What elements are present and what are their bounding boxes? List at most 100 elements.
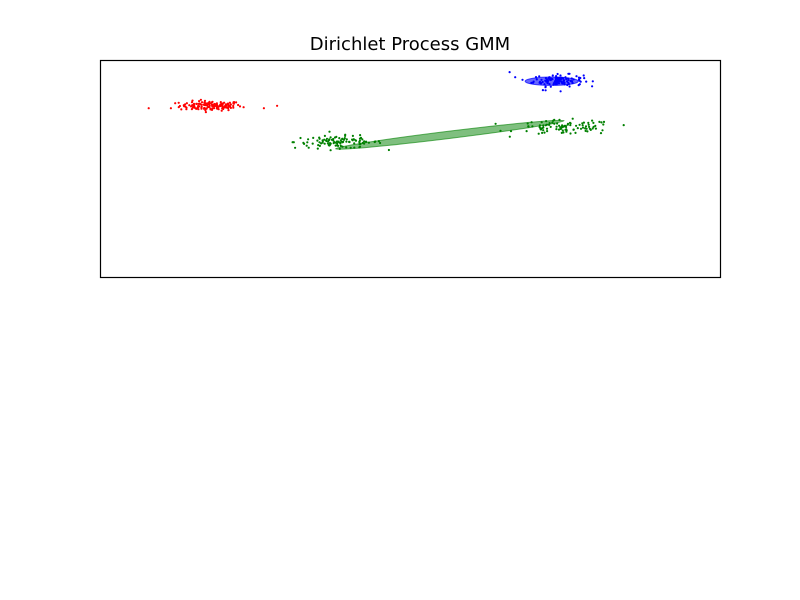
data-point-series-0 [185, 102, 188, 105]
data-point-series-2 [338, 137, 341, 140]
data-point-series-2 [601, 129, 604, 132]
data-point-series-2 [542, 124, 545, 127]
data-point-series-1 [549, 85, 552, 88]
data-point-series-2 [336, 144, 339, 147]
data-point-series-1 [548, 76, 551, 79]
data-point-series-1 [538, 80, 542, 83]
data-point-series-0 [191, 99, 194, 102]
data-point-series-1 [585, 80, 588, 83]
data-point-series-0 [200, 101, 204, 104]
data-point-series-0 [214, 103, 217, 106]
data-point-series-0 [204, 111, 207, 114]
data-point-series-0 [232, 104, 235, 108]
data-point-series-2 [531, 125, 534, 128]
data-point-series-2 [602, 120, 606, 123]
data-point-series-0 [227, 104, 231, 107]
data-point-series-2 [494, 122, 497, 125]
data-point-series-0 [197, 102, 200, 105]
data-point-series-2 [318, 144, 321, 147]
data-point-series-2 [337, 140, 340, 143]
data-point-series-1 [568, 72, 571, 75]
data-point-series-2 [312, 136, 315, 139]
data-point-series-0 [206, 102, 209, 105]
data-point-series-2 [327, 140, 330, 143]
data-point-series-2 [537, 132, 540, 135]
data-point-series-2 [574, 131, 577, 134]
data-point-series-2 [379, 141, 382, 145]
data-point-series-1 [559, 74, 562, 77]
data-point-series-0 [208, 100, 211, 103]
data-point-series-2 [594, 127, 598, 130]
data-point-series-0 [227, 109, 230, 112]
data-point-series-2 [542, 129, 545, 132]
data-point-series-1 [530, 81, 533, 84]
data-point-series-0 [182, 104, 185, 107]
data-point-series-1 [565, 77, 568, 81]
chart-title: Dirichlet Process GMM [309, 34, 511, 55]
data-point-series-1 [579, 76, 582, 80]
data-point-series-0 [226, 106, 229, 109]
data-point-series-2 [581, 126, 585, 129]
data-point-series-2 [358, 146, 361, 149]
data-point-series-2 [558, 124, 561, 127]
data-point-series-1 [544, 79, 547, 82]
data-point-series-1 [544, 86, 547, 89]
data-point-series-0 [237, 103, 240, 107]
data-point-series-2 [336, 142, 339, 145]
data-point-series-2 [526, 122, 529, 125]
data-point-series-2 [348, 140, 351, 144]
data-point-series-2 [551, 121, 554, 124]
data-point-series-2 [325, 137, 329, 140]
data-point-series-2 [367, 141, 370, 144]
data-point-series-2 [341, 141, 344, 144]
data-point-series-2 [555, 128, 558, 131]
data-point-series-1 [559, 90, 562, 93]
data-point-series-2 [569, 132, 572, 135]
data-point-series-2 [359, 142, 362, 145]
data-point-series-0 [180, 108, 183, 111]
data-point-series-0 [242, 106, 245, 109]
data-point-series-2 [338, 147, 341, 150]
data-point-series-1 [591, 85, 594, 88]
data-point-series-1 [566, 77, 570, 80]
data-point-series-1 [534, 76, 538, 79]
data-point-series-2 [545, 123, 549, 126]
data-point-series-2 [329, 142, 332, 145]
data-point-series-2 [361, 138, 364, 141]
data-point-series-2 [387, 148, 390, 152]
data-point-series-1 [549, 78, 552, 82]
data-point-series-1 [567, 82, 571, 86]
data-point-series-0 [228, 101, 231, 104]
data-point-series-2 [318, 137, 321, 140]
data-point-series-1 [554, 82, 557, 85]
data-point-series-1 [548, 83, 551, 86]
data-point-series-2 [334, 141, 337, 144]
data-point-series-2 [543, 131, 546, 134]
data-point-series-1 [566, 83, 569, 87]
points-layer [147, 71, 625, 152]
data-point-series-2 [588, 125, 591, 128]
data-point-series-2 [351, 134, 354, 137]
data-point-series-2 [592, 125, 595, 128]
data-point-series-2 [358, 140, 361, 144]
data-point-series-2 [546, 130, 549, 133]
data-point-series-2 [374, 140, 377, 143]
data-point-series-2 [557, 128, 561, 131]
data-point-series-0 [221, 105, 224, 108]
data-point-series-2 [328, 138, 331, 141]
data-point-series-1 [554, 78, 558, 81]
data-point-series-1 [532, 80, 535, 83]
data-point-series-2 [342, 138, 346, 141]
data-point-series-2 [345, 146, 348, 149]
data-point-series-2 [345, 140, 348, 143]
data-point-series-0 [238, 105, 242, 108]
data-point-series-0 [276, 104, 279, 107]
data-point-series-2 [353, 142, 356, 145]
data-point-series-2 [564, 124, 567, 127]
data-point-series-0 [200, 105, 203, 108]
data-point-series-2 [341, 137, 344, 140]
data-point-series-1 [577, 78, 581, 81]
data-point-series-2 [572, 128, 575, 131]
data-point-series-2 [299, 136, 302, 140]
